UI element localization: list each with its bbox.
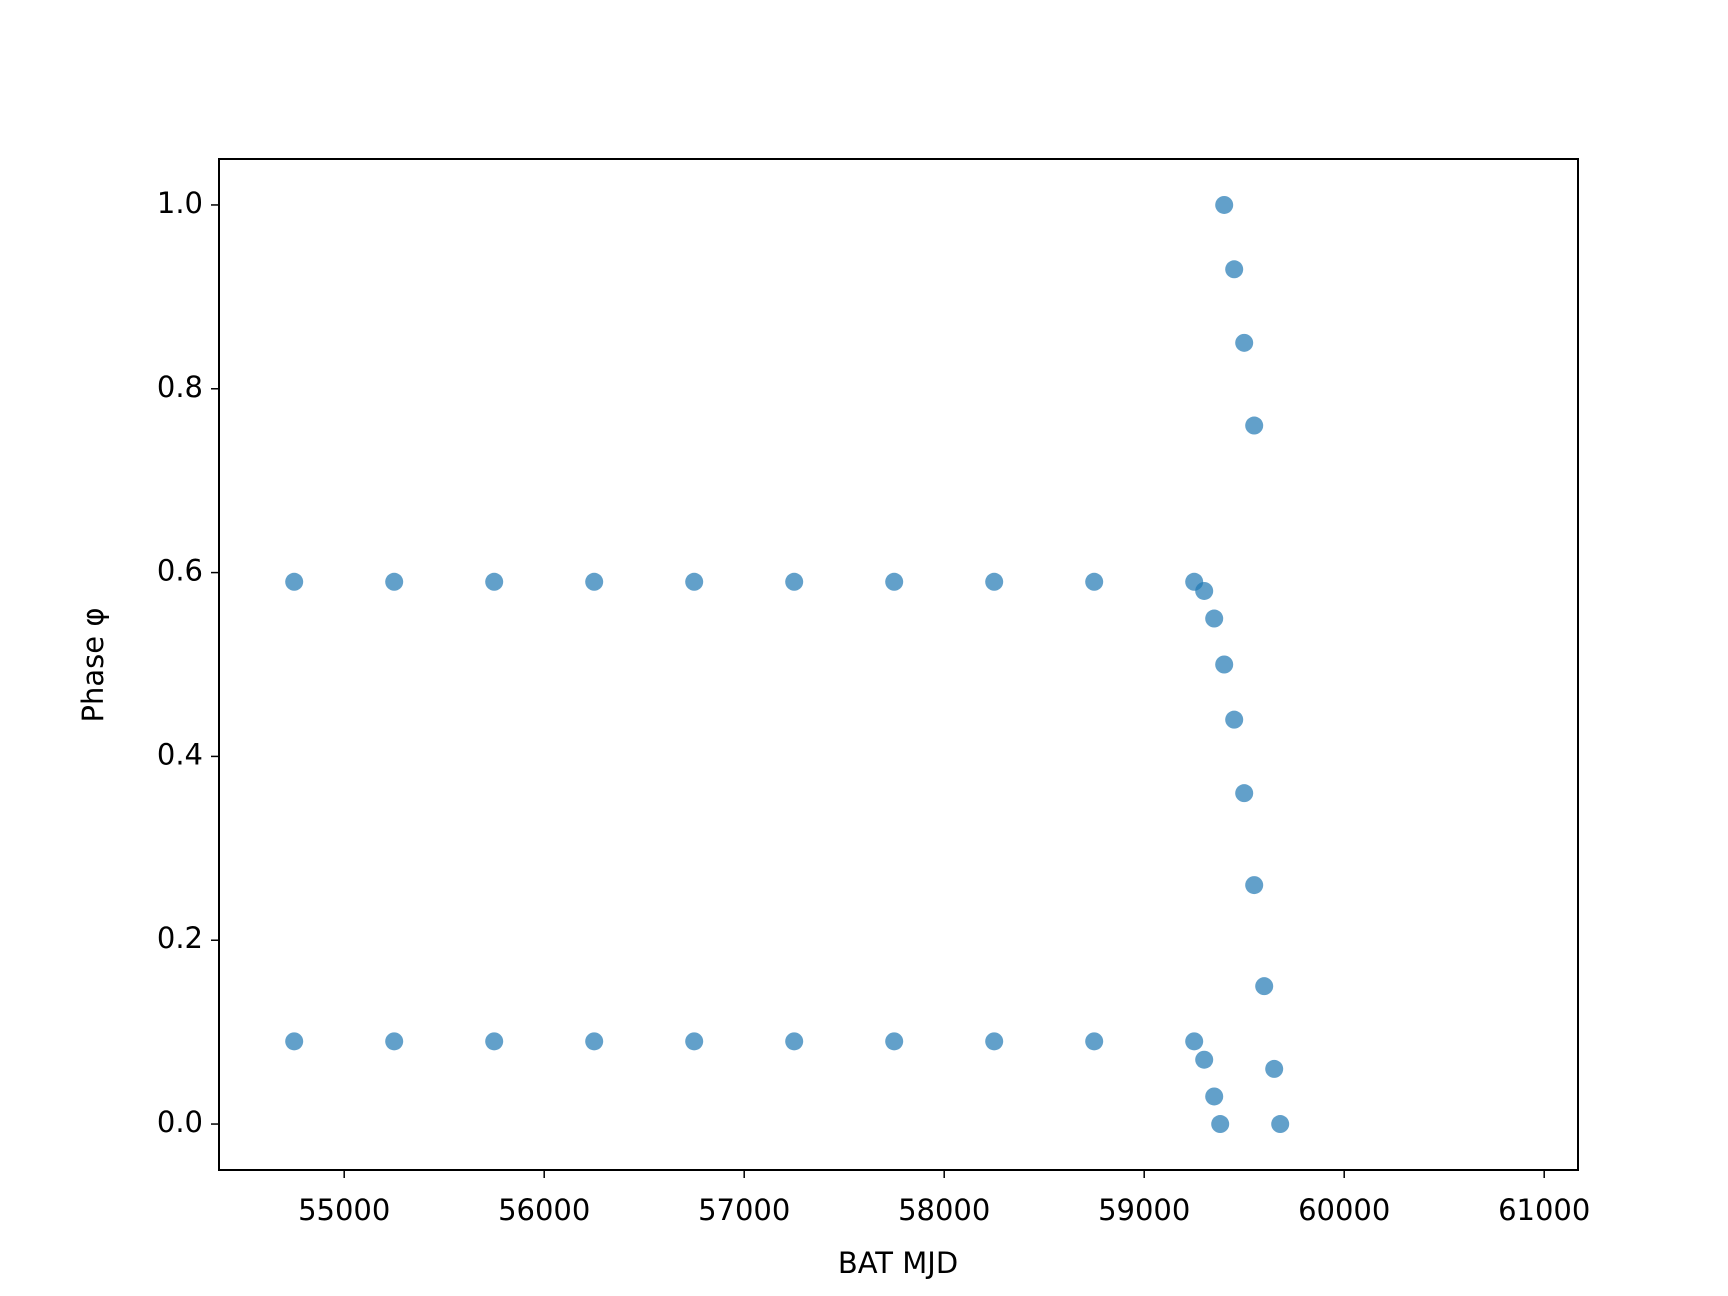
point (1085, 1032, 1104, 1051)
point (585, 572, 604, 591)
y-tick-label: 0.2 (157, 921, 203, 955)
point (1245, 416, 1264, 435)
point (1205, 1087, 1224, 1106)
point (1215, 195, 1234, 214)
point (385, 1032, 404, 1051)
point (1265, 1059, 1284, 1078)
point (985, 572, 1004, 591)
point (985, 1032, 1004, 1051)
x-tick-label: 60000 (1298, 1193, 1390, 1227)
point (1225, 710, 1244, 729)
y-axis-label: Phase φ (76, 608, 110, 723)
point (1211, 1115, 1230, 1134)
plot-frame (218, 158, 1579, 1171)
point (1205, 609, 1224, 628)
point (285, 572, 304, 591)
y-tick-label: 0.0 (157, 1105, 203, 1139)
point (1225, 260, 1244, 279)
y-tick-label: 0.4 (157, 737, 203, 771)
point (1235, 333, 1254, 352)
point (685, 572, 704, 591)
y-tick-label: 0.8 (157, 370, 203, 404)
point (1215, 655, 1234, 674)
y-tick-label: 0.6 (157, 554, 203, 588)
point (1235, 784, 1254, 803)
y-tick-label: 1.0 (157, 186, 203, 220)
point (1085, 572, 1104, 591)
point (1245, 876, 1264, 895)
x-tick-label: 56000 (498, 1193, 590, 1227)
point (885, 572, 904, 591)
x-tick-label: 58000 (898, 1193, 990, 1227)
point (885, 1032, 904, 1051)
x-tick-label: 61000 (1498, 1193, 1590, 1227)
point (485, 1032, 504, 1051)
point (585, 1032, 604, 1051)
point (685, 1032, 704, 1051)
point (1195, 581, 1214, 600)
point (1271, 1115, 1290, 1134)
point (385, 572, 404, 591)
point (1185, 1032, 1204, 1051)
point (785, 1032, 804, 1051)
x-axis-label: BAT MJD (838, 1246, 958, 1280)
point (485, 572, 504, 591)
point (1195, 1050, 1214, 1069)
x-tick-label: 55000 (298, 1193, 390, 1227)
point (285, 1032, 304, 1051)
point (785, 572, 804, 591)
point (1255, 977, 1274, 996)
x-tick-label: 57000 (698, 1193, 790, 1227)
x-tick-label: 59000 (1098, 1193, 1190, 1227)
